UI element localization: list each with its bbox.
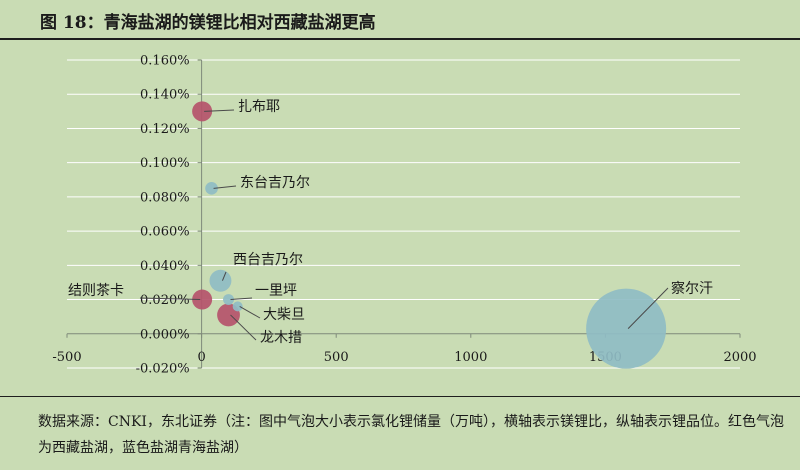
y-tick-label: 0.000% <box>140 327 190 342</box>
y-tick-label: 0.020% <box>140 293 190 308</box>
leader-line <box>230 314 257 341</box>
leader-line <box>204 109 235 112</box>
y-tick-label: 0.060% <box>140 225 190 240</box>
y-tick-label: 0.080% <box>140 190 190 205</box>
bubble <box>205 182 218 195</box>
x-tick-label: 2000 <box>723 350 756 365</box>
y-tick-label: 0.040% <box>140 259 190 274</box>
x-tick-label: 500 <box>324 350 349 365</box>
y-tick-label: 0.160% <box>140 54 190 69</box>
y-tick-labels: -0.020% 0.000% 0.020% 0.040% 0.060% 0.080% 0.1… <box>136 54 190 377</box>
bubble <box>223 294 234 306</box>
source-bar: 数据来源：CNKI，东北证券（注：图中气泡大小表示氯化锂储量（万吨），横轴表示镁… <box>0 396 800 470</box>
x-tick-label: 0 <box>197 350 205 365</box>
leader-line <box>221 271 227 281</box>
bubble-label: 一里坪 <box>255 283 297 299</box>
y-tick-label: 0.100% <box>140 156 190 171</box>
y-tick-label: -0.020% <box>136 362 190 377</box>
grid-lines <box>67 59 740 369</box>
x-tick-label: -500 <box>52 350 81 365</box>
bubble-label: 东台吉乃尔 <box>240 175 310 191</box>
y-tick-label: 0.140% <box>140 88 190 103</box>
bubble-label: 察尔汗 <box>671 280 713 297</box>
leader-line <box>627 287 669 329</box>
leader-line <box>239 305 261 319</box>
page-title: 图 18：青海盐湖的镁锂比相对西藏盐湖更高 <box>40 13 376 33</box>
leader-line <box>213 185 237 189</box>
bubbles <box>192 101 667 369</box>
leader-line <box>139 297 201 301</box>
source-note: 数据来源：CNKI，东北证券（注：图中气泡大小表示氯化锂储量（万吨），横轴表示镁… <box>38 414 784 456</box>
bubble-label: 扎布耶 <box>238 99 280 115</box>
bubble-label: 龙木措 <box>260 330 302 346</box>
bubble <box>586 288 667 369</box>
title-bar: 图 18：青海盐湖的镁锂比相对西藏盐湖更高 <box>0 0 800 40</box>
y-tick-label: 0.120% <box>140 122 190 137</box>
leader-line <box>230 297 253 301</box>
bubble <box>192 289 213 310</box>
bubble <box>192 101 213 122</box>
x-tick-label: 1000 <box>454 350 487 365</box>
bubble-chart: -0.020% 0.000% 0.020% 0.040% 0.060% 0.080% 0.1… <box>52 54 756 377</box>
bubble-label: 西台吉乃尔 <box>233 252 303 268</box>
bubble-label: 大柴旦 <box>263 307 305 323</box>
bubble <box>209 269 232 292</box>
bubble <box>232 301 243 312</box>
bubble-label: 结则茶卡 <box>68 283 124 299</box>
